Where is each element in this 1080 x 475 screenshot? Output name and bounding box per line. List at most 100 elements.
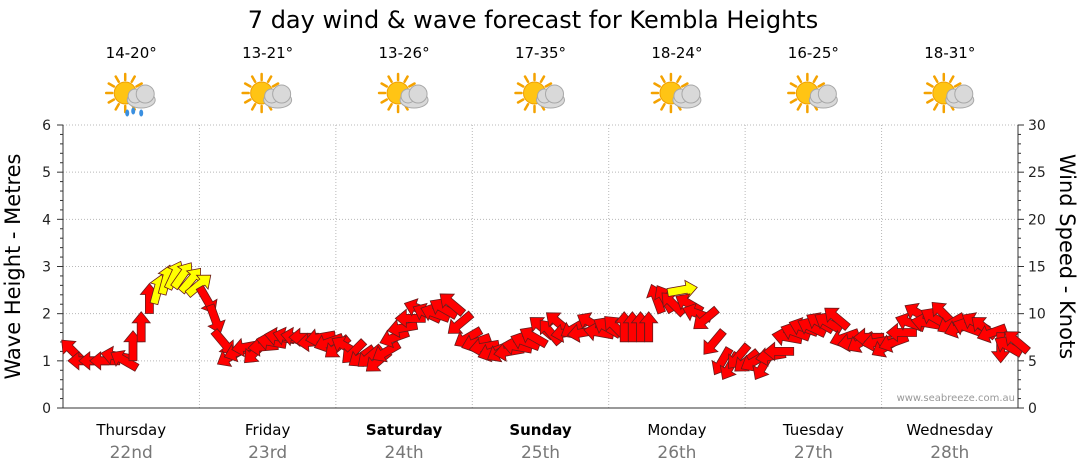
sun-ray [926,98,934,104]
temperature-label: 18-31° [924,44,975,62]
left-tick-label: 5 [42,165,51,181]
cloud [399,84,429,109]
sun-ray [516,82,525,88]
sun-ray [271,82,280,88]
cloud [536,84,565,109]
sun-ray [243,82,252,88]
sun-ray [933,75,939,83]
cloud-puff [135,84,155,104]
right-tick-label: 0 [1028,401,1037,417]
right-tick-label: 25 [1028,165,1046,181]
sun-ray [660,103,666,111]
date-label: 25th [521,443,560,463]
sun-ray [243,98,252,104]
cloud [126,84,156,109]
cloud-puff [954,84,974,104]
cloud-puff [272,84,292,104]
wind-arrow [885,322,917,343]
sun-ray [653,98,661,104]
wind-arrow [184,274,212,299]
wind-arrow [976,323,1008,344]
sun-ray [135,82,143,88]
sun-ray [380,82,389,88]
wind-arrow [638,311,659,343]
temperature-label: 18-24° [651,44,702,62]
partly-cloudy-icon [241,72,293,114]
left-axis-title: Wave Height - Metres [1,154,25,380]
sun-ray [660,75,666,83]
wind-arrow [210,328,234,355]
wind-arrow [693,305,720,330]
temperature-label: 13-21° [242,44,293,62]
temperature-label: 17-35° [515,44,566,62]
wind-arrow [372,340,402,363]
sun-ray [796,103,803,111]
chart-title: 7 day wind & wave forecast for Kembla He… [248,6,818,34]
sun-ray [817,82,826,88]
sun-ray [789,82,798,88]
date-label: 22nd [110,443,153,463]
sun-ray [926,82,934,88]
sun-ray [953,82,962,88]
left-tick-label: 2 [42,307,51,323]
sun-ray [387,103,393,111]
day-label: Wednesday [906,421,993,439]
left-tick-label: 3 [42,260,51,276]
left-tick-label: 4 [42,212,51,228]
rain-drop [139,109,144,117]
wind-arrow [386,318,419,339]
day-label: Monday [647,421,706,439]
date-label: 27th [794,443,833,463]
cloud [672,84,702,109]
sun-ray [949,75,955,83]
date-label: 28th [930,443,969,463]
day-label: Friday [245,421,291,439]
cloud-puff [408,84,428,104]
sun-ray [114,103,120,111]
sun-ray [107,98,116,104]
temperature-label: 14-20° [106,44,157,62]
wind-arrow [205,303,226,335]
right-tick-label: 15 [1028,260,1046,276]
cloud-puff [681,84,701,104]
watermark: www.seabreeze.com.au [897,393,1015,404]
cloud-puff [545,84,564,104]
sun-ray [380,98,389,104]
wind-arrow [703,328,727,355]
wind-arrow [131,311,152,343]
partly-cloudy-icon [650,72,702,114]
day-label: Sunday [509,421,572,439]
grid-lines [63,124,1018,408]
sun-ray [812,75,819,83]
cloud-puff [817,84,837,104]
right-tick-label: 20 [1028,212,1046,228]
date-label: 23rd [248,443,287,463]
sun-ray [544,82,553,88]
sun-ray [680,82,689,88]
partly-cloudy-icon [923,72,975,114]
sun-ray [107,82,116,88]
sun-ray [789,98,798,104]
date-label: 26th [657,443,696,463]
sun-ray [676,75,682,83]
partly-cloudy-icon [514,72,565,114]
sun-ray [250,75,257,83]
rain-drop [131,107,136,115]
cloud [945,84,975,109]
sun-ray [523,75,530,83]
right-axis-title: Wind Speed - Knots [1055,154,1079,359]
wind-arrow [379,328,411,349]
sun-ray [250,103,257,111]
day-label: Saturday [366,421,443,439]
right-tick-label: 5 [1028,354,1037,370]
sun-ray [539,75,546,83]
wind-arrow [447,310,475,334]
sun-ray [114,75,120,83]
date-label: 24th [385,443,424,463]
sun-ray [403,75,409,83]
day-label: Thursday [95,421,166,439]
right-tick-label: 30 [1028,118,1046,134]
day-label: Tuesday [782,421,844,439]
